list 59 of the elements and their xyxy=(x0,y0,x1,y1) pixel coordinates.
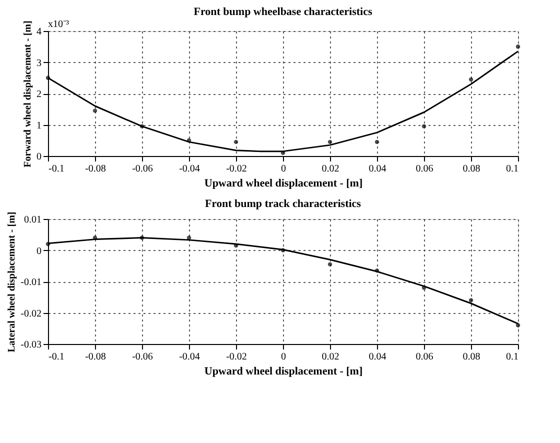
point xyxy=(516,44,520,49)
point xyxy=(140,124,144,128)
x-tick-label: -0.02 xyxy=(226,164,247,174)
point xyxy=(422,286,426,290)
text: x10⁻³ xyxy=(48,19,69,30)
y-tick-label: 0 xyxy=(36,246,42,257)
point xyxy=(328,262,332,266)
x-tick-label: 0.1 xyxy=(506,352,518,362)
x-tick-label: 0.08 xyxy=(462,352,480,362)
point xyxy=(92,108,98,113)
point xyxy=(374,268,380,273)
x-axis-title: Upward wheel displacement - [m] xyxy=(204,366,363,378)
y-tick-label: -0.01 xyxy=(20,277,42,288)
x-tick-label: -0.1 xyxy=(48,352,64,362)
y-tick-label: 4 xyxy=(36,26,42,38)
x-tick-label: -0.04 xyxy=(179,352,200,362)
point xyxy=(516,323,520,328)
x-tick-label: 0.1 xyxy=(506,164,518,174)
x-axis-title: Upward wheel displacement - [m] xyxy=(204,178,363,190)
x-tick-label: -0.02 xyxy=(226,352,247,362)
point xyxy=(186,236,192,240)
y-tick-label: 3 xyxy=(36,58,42,69)
x-tick-label: 0.04 xyxy=(368,164,386,174)
x-tick-label: -0.08 xyxy=(85,164,106,174)
y-tick-label: 0.01 xyxy=(24,214,42,226)
y-axis-title: Forward wheel displacement - [m] xyxy=(22,20,34,168)
x-tick-label: 0.04 xyxy=(368,352,386,362)
x-tick-label: 0.06 xyxy=(416,164,434,174)
point xyxy=(422,124,426,128)
y-tick-label: 2 xyxy=(36,89,42,100)
y-tick-label: 1 xyxy=(36,120,42,132)
x-tick-label: 0.06 xyxy=(416,352,434,362)
point xyxy=(234,140,238,144)
x-tick-label: -0.04 xyxy=(179,164,200,174)
y-tick-label: -0.03 xyxy=(20,340,42,350)
point xyxy=(468,77,474,82)
point xyxy=(468,298,474,302)
point xyxy=(46,242,50,246)
x-tick-label: -0.1 xyxy=(48,164,64,174)
point xyxy=(140,236,144,240)
chart-title: Front bump track characteristics xyxy=(205,198,362,210)
x-tick-label: -0.06 xyxy=(132,352,153,362)
y-tick-label: -0.02 xyxy=(20,308,42,320)
x-tick-label: 0.02 xyxy=(322,164,340,174)
point xyxy=(280,150,286,155)
x-tick-label: -0.08 xyxy=(85,352,106,362)
point xyxy=(328,140,332,144)
point xyxy=(280,248,286,252)
x-tick-label: 0 xyxy=(281,352,286,362)
point xyxy=(186,138,192,142)
x-tick-label: 0.02 xyxy=(322,352,340,362)
y-axis-title: Lateral wheel displacement - [m] xyxy=(6,212,18,352)
chart-title: Front bump wheelbase characteristics xyxy=(194,6,373,18)
y-tick-label: 0 xyxy=(36,152,42,162)
x-tick-label: -0.06 xyxy=(132,164,153,174)
x-tick-label: 0 xyxy=(281,164,286,174)
x-tick-label: 0.08 xyxy=(462,164,480,174)
point xyxy=(374,140,380,144)
point xyxy=(46,76,50,80)
